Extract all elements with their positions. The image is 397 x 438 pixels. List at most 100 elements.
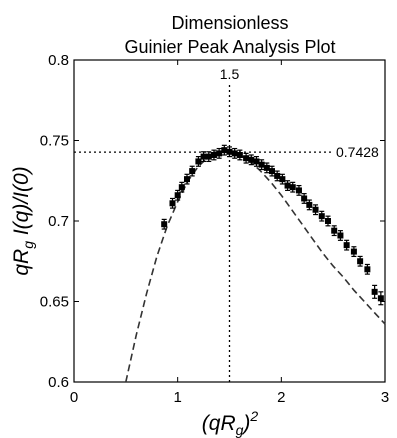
data-point xyxy=(205,151,212,163)
data-marker xyxy=(269,168,276,175)
data-point xyxy=(231,147,238,159)
data-point xyxy=(195,156,202,167)
data-marker xyxy=(258,161,265,168)
x-axis-label-sub: g xyxy=(236,422,244,438)
y-tick-label: 0.65 xyxy=(40,294,69,311)
x-tick-label: 3 xyxy=(381,389,389,406)
chart-title-line-2: Guinier Peak Analysis Plot xyxy=(124,37,335,57)
y-axis-label: qRg I(q)/I(0) xyxy=(10,166,36,275)
y-axis-label-pre: qR xyxy=(10,249,33,276)
data-marker xyxy=(364,266,371,273)
data-point xyxy=(183,173,190,185)
data-point xyxy=(274,170,281,182)
data-point xyxy=(253,156,260,167)
data-point xyxy=(258,159,265,171)
data-point xyxy=(295,184,302,196)
data-point xyxy=(169,197,176,209)
y-tick-label: 0.8 xyxy=(48,52,69,69)
data-point xyxy=(324,215,331,227)
data-point xyxy=(236,149,243,161)
data-point xyxy=(289,181,296,193)
y-axis-label-sub: g xyxy=(20,241,36,249)
data-point xyxy=(306,199,313,211)
data-marker xyxy=(231,150,238,157)
data-point xyxy=(357,255,364,267)
reference-label-horizontal: 0.7428 xyxy=(336,144,379,160)
data-point xyxy=(279,173,286,185)
data-point xyxy=(318,210,325,222)
data-marker xyxy=(331,227,338,234)
data-point xyxy=(200,151,207,163)
fit-curve xyxy=(125,151,386,383)
data-marker xyxy=(318,213,325,220)
data-marker xyxy=(200,153,207,160)
data-marker xyxy=(161,221,168,228)
data-marker xyxy=(226,148,233,155)
data-point xyxy=(210,149,217,161)
data-marker xyxy=(183,176,190,183)
data-point xyxy=(350,246,357,258)
data-marker xyxy=(205,153,212,160)
data-marker xyxy=(371,288,378,295)
data-marker xyxy=(195,158,202,165)
data-point xyxy=(312,204,319,216)
data-point xyxy=(337,230,344,241)
data-marker xyxy=(324,218,331,224)
data-point xyxy=(263,162,270,174)
data-marker xyxy=(295,187,302,194)
data-marker xyxy=(377,295,384,302)
data-marker xyxy=(284,182,291,189)
data-marker xyxy=(289,184,296,191)
data-point xyxy=(301,193,308,204)
data-marker xyxy=(174,192,181,199)
y-tick-label: 0.6 xyxy=(48,374,69,391)
data-point xyxy=(216,147,223,159)
x-axis-label-sup: 2 xyxy=(249,408,258,424)
data-point xyxy=(331,225,338,237)
data-marker xyxy=(337,232,344,239)
data-marker xyxy=(301,195,308,202)
data-point xyxy=(269,165,276,177)
data-marker xyxy=(236,151,243,158)
data-point xyxy=(161,218,168,230)
data-marker xyxy=(178,184,185,191)
data-marker xyxy=(357,258,364,265)
data-point xyxy=(371,284,378,299)
y-tick-label: 0.7 xyxy=(48,213,69,230)
data-marker xyxy=(216,150,223,157)
data-marker xyxy=(279,176,286,183)
data-point xyxy=(226,146,233,158)
data-point xyxy=(189,165,196,177)
data-marker xyxy=(243,155,250,162)
data-marker xyxy=(312,206,319,213)
chart-title-line-1: Dimensionless xyxy=(171,13,288,33)
x-tick-label: 2 xyxy=(277,389,285,406)
data-point xyxy=(178,181,185,193)
x-axis-label: (qRg)2 xyxy=(202,408,259,438)
data-marker xyxy=(350,248,357,255)
data-point xyxy=(364,263,371,275)
data-marker xyxy=(248,156,255,163)
data-marker xyxy=(306,201,313,208)
data-point xyxy=(284,180,291,192)
data-point xyxy=(377,291,384,306)
data-marker xyxy=(210,151,217,158)
y-axis-label-post: I(q)/I(0) xyxy=(10,166,33,241)
data-point xyxy=(174,189,181,201)
y-tick-label: 0.75 xyxy=(40,133,69,150)
data-marker xyxy=(263,164,270,171)
reference-label-vertical: 1.5 xyxy=(220,66,240,82)
data-point xyxy=(343,239,350,251)
x-tick-label: 0 xyxy=(70,389,78,406)
x-tick-label: 1 xyxy=(173,389,181,406)
x-axis-label-close: ) xyxy=(240,412,250,435)
data-marker xyxy=(169,200,176,207)
data-point xyxy=(221,144,228,156)
x-axis-label-main: (qR xyxy=(202,412,236,435)
data-marker xyxy=(274,172,281,179)
data-point xyxy=(243,152,250,164)
data-marker xyxy=(343,242,350,249)
data-marker xyxy=(221,147,228,154)
data-point xyxy=(248,154,255,166)
